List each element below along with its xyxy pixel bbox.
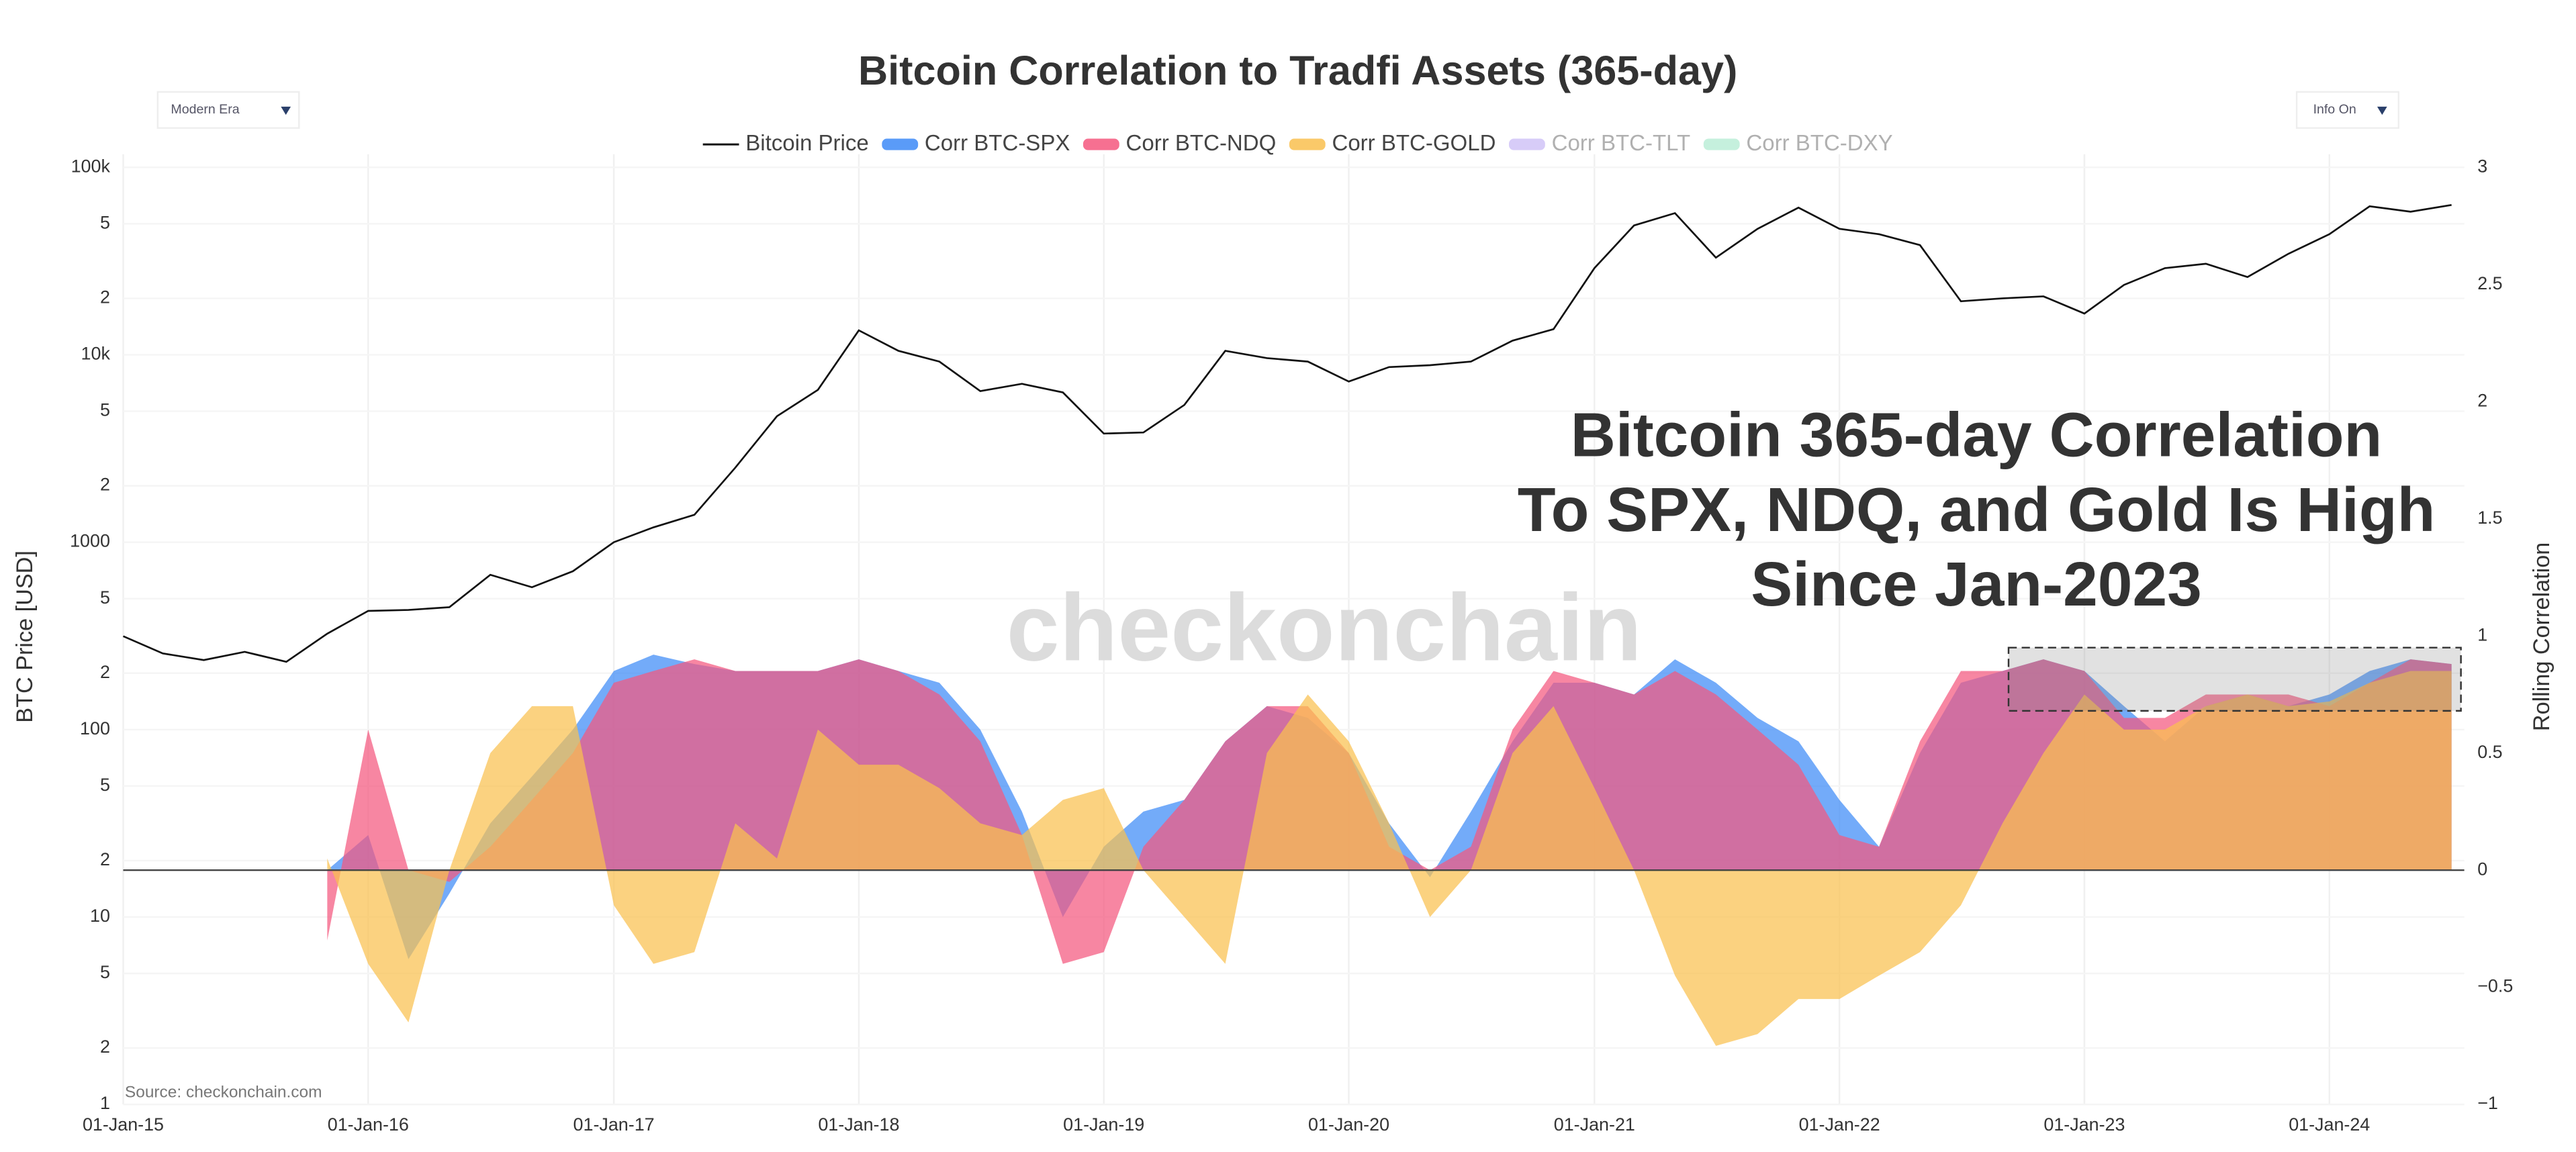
legend-label: Corr BTC-NDQ xyxy=(1126,130,1277,155)
y2-tick-label: 0 xyxy=(2477,859,2487,879)
plot xyxy=(122,204,2462,1046)
y2-axis-title: Rolling Correlation xyxy=(2529,542,2555,731)
legend-marker xyxy=(1289,138,1326,150)
x-tick-label: 01-Jan-15 xyxy=(83,1114,164,1135)
y-tick-label: 2 xyxy=(100,662,110,682)
y-tick-label: 2 xyxy=(100,849,110,869)
y2-tick-label: −0.5 xyxy=(2477,976,2513,996)
y-tick-label: 2 xyxy=(100,287,110,307)
legend: Bitcoin Price Corr BTC-SPX Corr BTC-NDQ Cor… xyxy=(702,130,1893,155)
y2-tick-label: −1 xyxy=(2477,1093,2498,1113)
y2-tick-label: 1 xyxy=(2477,624,2487,644)
legend-item[interactable]: Corr BTC-NDQ xyxy=(1083,130,1276,155)
highlight-box xyxy=(2007,646,2462,712)
legend-item[interactable]: Corr BTC-DXY xyxy=(1703,130,1893,155)
y-axis-title: BTC Price [USD] xyxy=(12,550,38,723)
chart-title: Bitcoin Correlation to Tradfi Assets (36… xyxy=(858,48,1737,93)
y-tick-label: 100 xyxy=(80,718,110,738)
axes: 01-Jan-15 01-Jan-16 01-Jan-17 01-Jan-18 01-J… xyxy=(70,156,2513,1135)
legend-marker xyxy=(1508,138,1545,150)
legend-item[interactable]: Corr BTC-TLT xyxy=(1508,130,1691,155)
era-dropdown[interactable]: Modern Era xyxy=(156,91,300,129)
legend-item[interactable]: Corr BTC-GOLD xyxy=(1289,130,1496,155)
y2-tick-label: 1.5 xyxy=(2477,508,2502,528)
y2-tick-label: 0.5 xyxy=(2477,742,2502,762)
x-tick-label: 01-Jan-20 xyxy=(1308,1114,1389,1135)
legend-marker xyxy=(882,138,919,150)
x-tick-label: 01-Jan-18 xyxy=(818,1114,899,1135)
x-tick-label: 01-Jan-19 xyxy=(1063,1114,1144,1135)
y2-tick-label: 2 xyxy=(2477,390,2487,410)
y-tick-label: 5 xyxy=(100,400,110,420)
y-tick-label: 10 xyxy=(90,906,110,926)
y2-tick-label: 3 xyxy=(2477,156,2487,176)
correlation-area xyxy=(327,659,2452,964)
dropdown-box[interactable] xyxy=(156,91,300,129)
y-tick-label: 100k xyxy=(71,156,111,176)
y2-tick-label: 2.5 xyxy=(2477,273,2502,293)
legend-label: Corr BTC-GOLD xyxy=(1332,130,1496,155)
legend-item[interactable]: Bitcoin Price xyxy=(702,130,869,155)
annotation-text: Bitcoin 365-day Correlation xyxy=(1571,400,2383,470)
x-tick-label: 01-Jan-17 xyxy=(573,1114,655,1135)
y-tick-label: 5 xyxy=(100,587,110,608)
y-tick-label: 2 xyxy=(100,1037,110,1057)
annotation-text: To SPX, NDQ, and Gold Is High xyxy=(1518,475,2436,544)
annotation-text: Since Jan-2023 xyxy=(1751,549,2202,619)
x-tick-label: 01-Jan-23 xyxy=(2043,1114,2125,1135)
legend-marker xyxy=(1703,138,1740,150)
y-tick-label: 5 xyxy=(100,212,110,232)
source-note: Source: checkonchain.com xyxy=(125,1083,322,1101)
watermark: checkonchain xyxy=(1007,575,1642,681)
legend-marker xyxy=(1083,138,1119,150)
price-line xyxy=(122,204,2452,663)
y-tick-label: 10k xyxy=(81,344,111,364)
legend-label: Bitcoin Price xyxy=(745,130,868,155)
y-tick-label: 5 xyxy=(100,775,110,795)
correlation-area xyxy=(327,671,2452,1046)
info-dropdown[interactable]: Info On xyxy=(2295,91,2400,129)
dropdown-arrow[interactable] xyxy=(2377,106,2387,115)
dropdown-label[interactable]: Info On xyxy=(2313,102,2356,117)
dropdown-arrow[interactable] xyxy=(281,106,291,115)
x-tick-label: 01-Jan-24 xyxy=(2289,1114,2370,1135)
dropdown-label[interactable]: Modern Era xyxy=(171,102,239,117)
legend-label: Corr BTC-TLT xyxy=(1552,130,1691,155)
y-tick-label: 1 xyxy=(100,1093,110,1113)
x-tick-label: 01-Jan-16 xyxy=(328,1114,409,1135)
y-tick-label: 1000 xyxy=(70,531,110,551)
legend-label: Corr BTC-SPX xyxy=(925,130,1070,155)
x-tick-label: 01-Jan-22 xyxy=(1799,1114,1880,1135)
x-tick-label: 01-Jan-21 xyxy=(1554,1114,1635,1135)
y-tick-label: 2 xyxy=(100,475,110,495)
legend-item[interactable]: Corr BTC-SPX xyxy=(882,130,1070,155)
legend-label: Corr BTC-DXY xyxy=(1746,130,1892,155)
y-tick-label: 5 xyxy=(100,962,110,982)
